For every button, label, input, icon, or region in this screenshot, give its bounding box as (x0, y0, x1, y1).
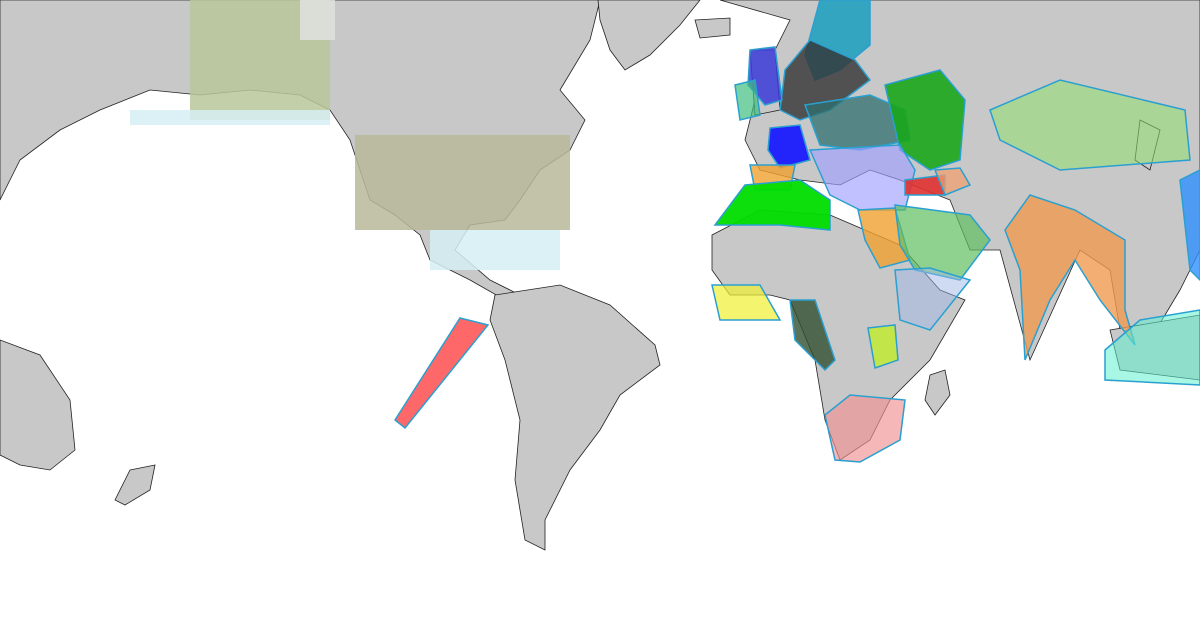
landmass-madagascar (924, 369, 951, 416)
raster-tile-layer (130, 0, 570, 270)
landmass-australia (0, 339, 76, 471)
raster-tile-0 (190, 0, 330, 120)
coverage-region-angola[interactable] (789, 299, 836, 372)
landmass-greenland (597, 0, 701, 71)
landmass-south-america (489, 284, 661, 551)
raster-tile-4 (300, 0, 335, 40)
coverage-region-south-africa[interactable] (824, 394, 906, 463)
coverage-region-india[interactable] (1004, 194, 1136, 361)
coverage-region-horn-africa[interactable] (894, 267, 972, 331)
landmass-new-zealand (114, 464, 156, 506)
coverage-overlay-layer[interactable] (394, 0, 1200, 463)
coverage-region-zambia[interactable] (867, 324, 899, 369)
coverage-region-central-asia[interactable] (989, 79, 1191, 171)
raster-tile-3 (430, 230, 560, 270)
coverage-region-ireland[interactable] (734, 79, 761, 121)
coverage-region-baltic-dark[interactable] (779, 39, 872, 121)
landmass-iceland (694, 17, 731, 39)
coverage-region-se-asia[interactable] (1104, 309, 1200, 386)
coverage-region-france[interactable] (767, 124, 811, 169)
raster-tile-1 (130, 110, 330, 125)
coverage-region-caucasus[interactable] (933, 167, 972, 196)
raster-tile-2 (355, 135, 570, 230)
coverage-region-pacific-red[interactable] (394, 317, 490, 430)
coverage-region-north-africa[interactable] (713, 179, 831, 231)
coverage-region-east-asia-blue[interactable] (1179, 169, 1200, 282)
coverage-region-west-africa[interactable] (711, 284, 782, 321)
